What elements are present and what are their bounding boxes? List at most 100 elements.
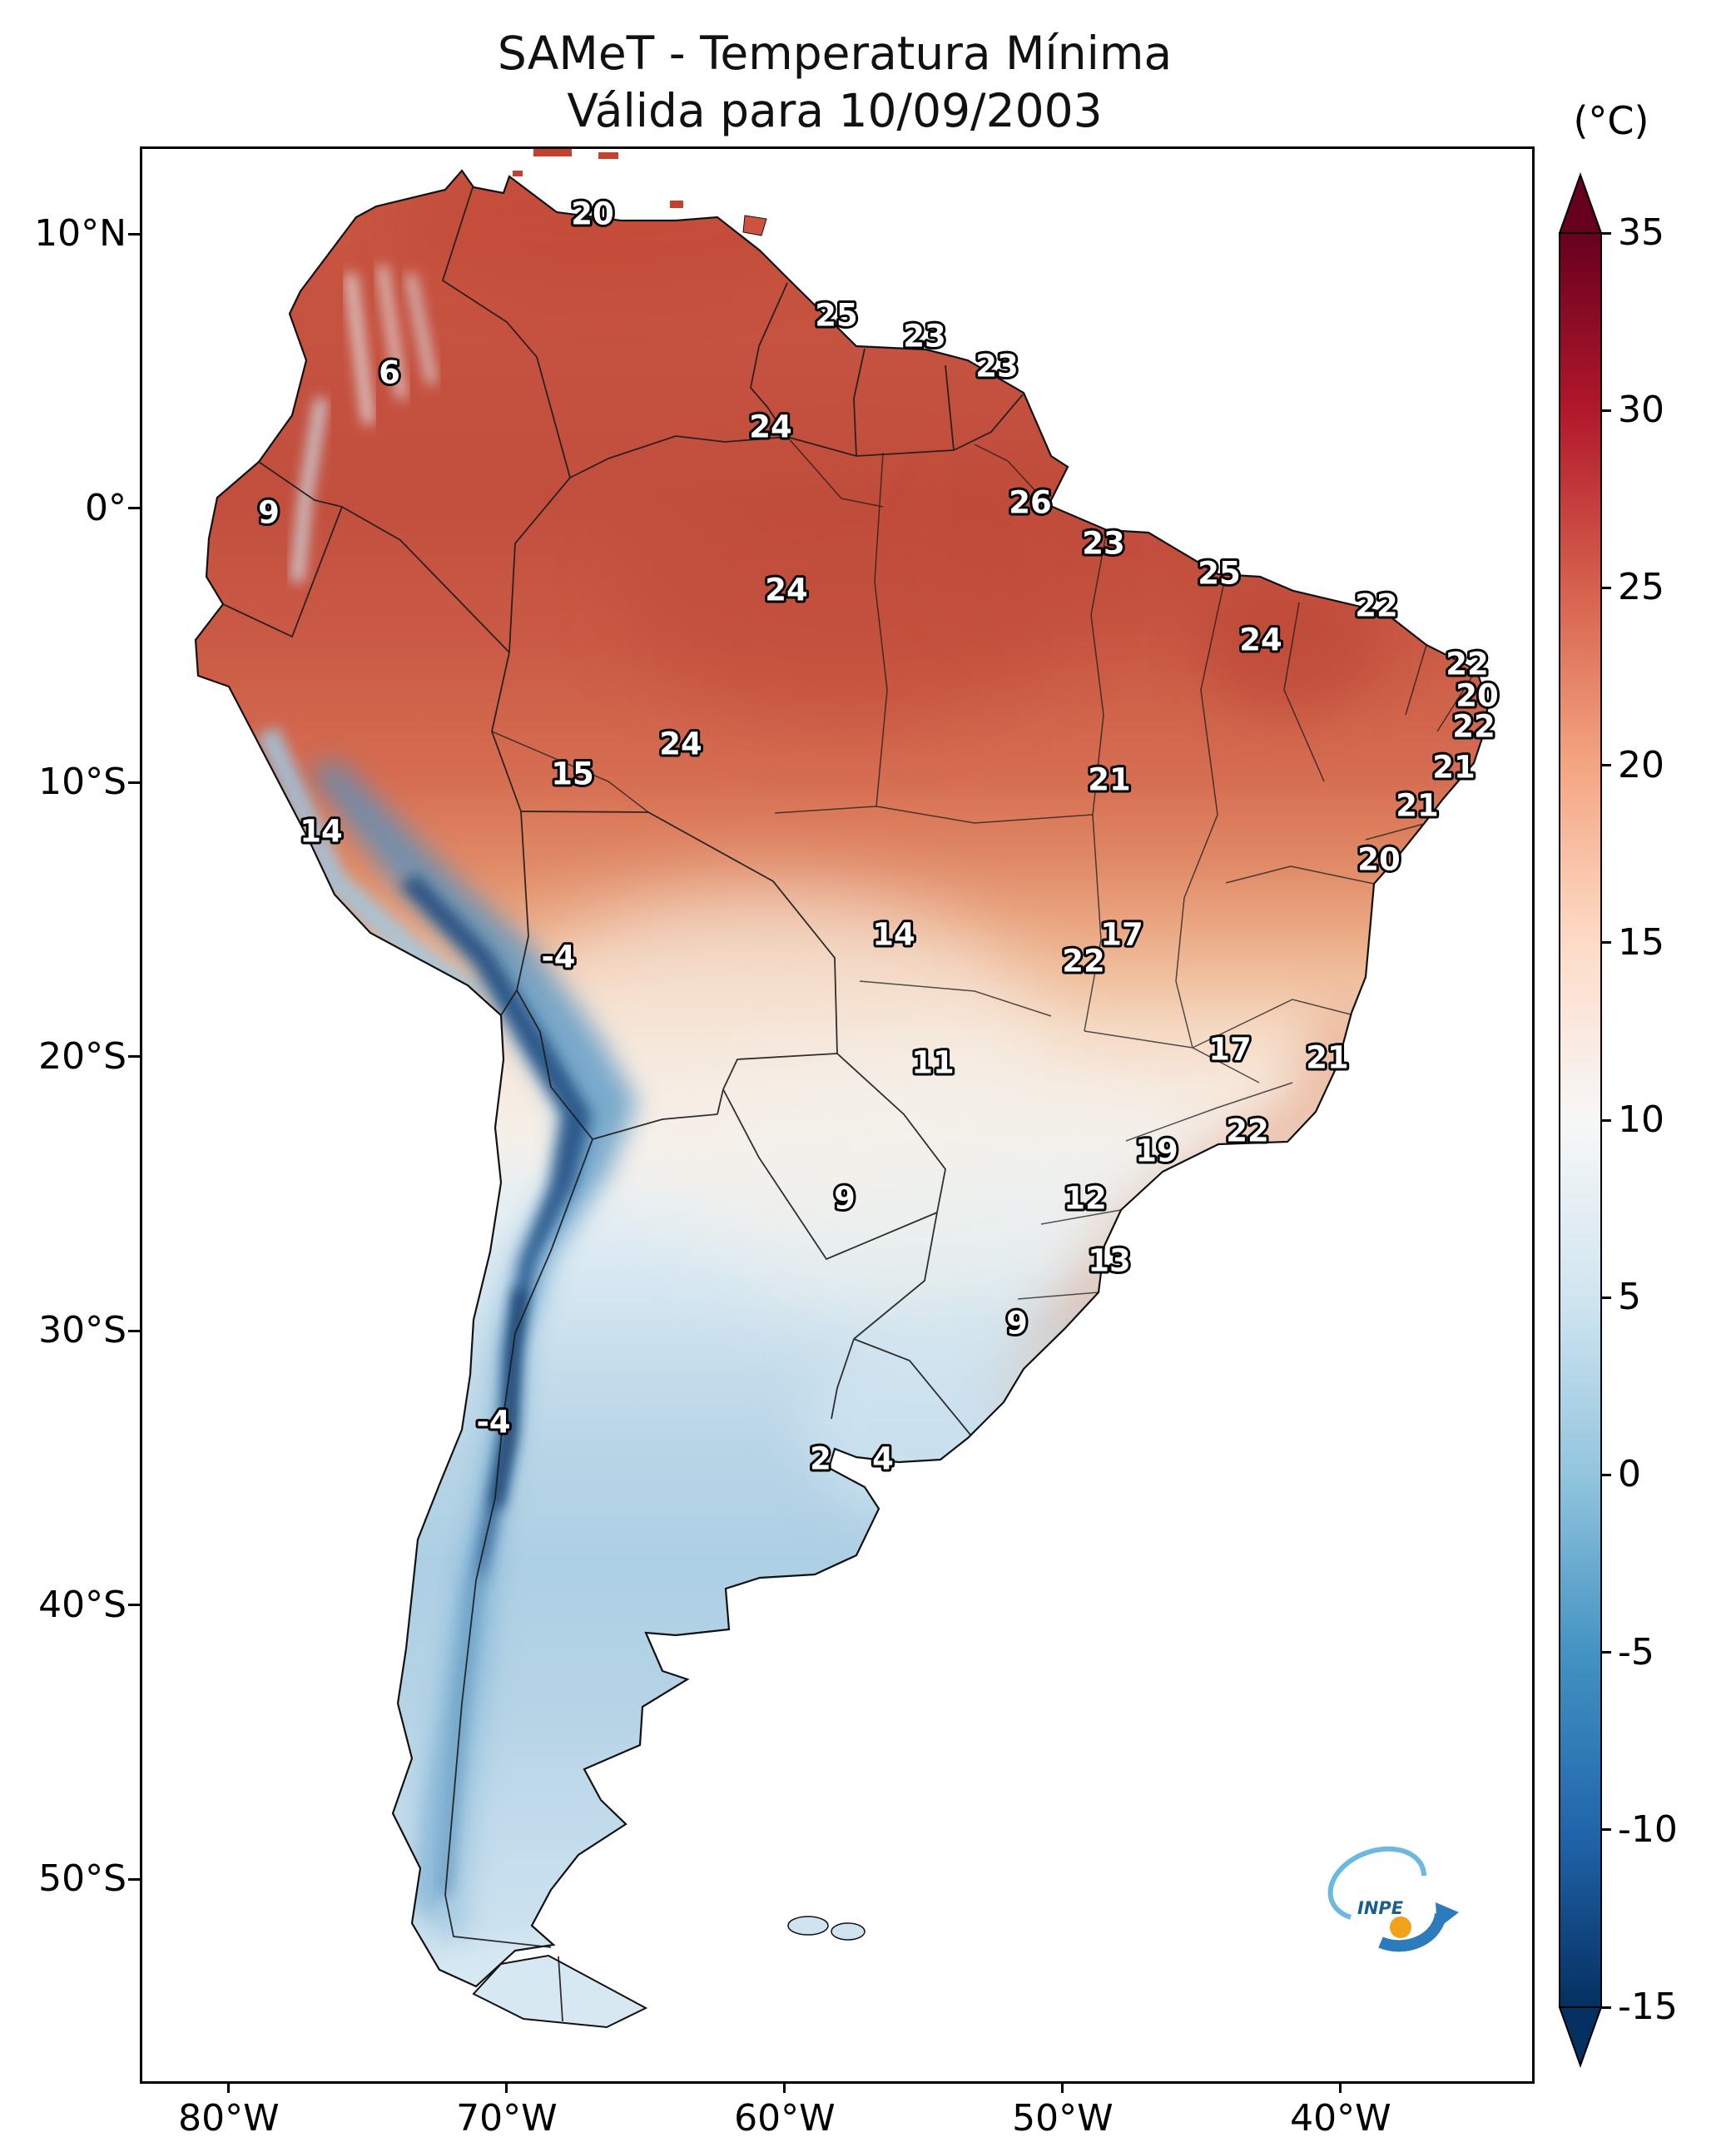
inpe-logo: INPE	[1327, 1846, 1459, 1952]
y-tick-label: 30°S	[38, 1309, 126, 1352]
x-tick-label: 40°W	[1290, 2097, 1391, 2140]
colorbar-tick-label: 35	[1618, 211, 1664, 254]
colorbar-tick-label: 15	[1618, 920, 1664, 964]
y-tick-mark	[128, 1055, 140, 1059]
temperature-label: 6	[379, 355, 400, 391]
colorbar-tick-mark	[1601, 1473, 1611, 1476]
figure-title: SAMeT - Temperatura Mínima Válida para 1…	[140, 25, 1530, 140]
y-tick-label: 0°	[85, 486, 126, 529]
temperature-label: 21	[1432, 750, 1476, 786]
temperature-label: 12	[1064, 1181, 1107, 1217]
y-tick-mark	[128, 232, 140, 236]
temperature-label: 11	[911, 1045, 955, 1081]
colorbar-tick-mark	[1601, 1651, 1611, 1654]
y-tick-label: 20°S	[38, 1034, 126, 1078]
x-tick-label: 60°W	[734, 2097, 836, 2140]
temperature-label: 19	[1135, 1133, 1178, 1169]
temperature-label: -4	[541, 940, 575, 975]
temperature-label: 23	[975, 349, 1019, 384]
colorbar-tick-label: 5	[1618, 1276, 1641, 1319]
temperature-label: 20	[1456, 678, 1499, 714]
x-tick-label: 50°W	[1012, 2097, 1114, 2140]
x-tick-label: 80°W	[178, 2097, 280, 2140]
temperature-label: 24	[749, 409, 792, 445]
x-tick-mark	[505, 2081, 508, 2093]
temperature-label: 22	[1446, 647, 1489, 682]
temperature-label: 23	[1082, 526, 1125, 562]
temperature-label: 25	[815, 298, 858, 334]
temperature-label: 9	[1006, 1306, 1028, 1341]
y-tick-mark	[128, 781, 140, 784]
y-tick-mark	[128, 1329, 140, 1332]
y-tick-label: 50°S	[38, 1857, 126, 1901]
inpe-logo-text: INPE	[1357, 1898, 1404, 1918]
temperature-label: 21	[1088, 762, 1131, 798]
colorbar-tick-label: 20	[1618, 743, 1664, 786]
colorbar-bar	[1559, 232, 1602, 2008]
colorbar-tick-label: 25	[1618, 566, 1664, 609]
y-tick-label: 10°N	[34, 212, 126, 255]
temperature-label: 17	[1208, 1032, 1252, 1068]
temperature-label: 24	[765, 573, 808, 608]
inpe-logo-orange-dot	[1390, 1916, 1411, 1938]
colorbar-tick-mark	[1601, 409, 1611, 412]
temperature-label: 13	[1088, 1243, 1131, 1279]
temperature-label: 20	[1357, 842, 1401, 878]
map-frame: 20 25 23 23 6 24 9 26 23 24 25 22 24 22 20 22 21 24 15 21 21…	[140, 146, 1535, 2084]
temperature-label: 9	[834, 1181, 856, 1217]
temperature-label: 4	[872, 1441, 894, 1477]
colorbar-tick-mark	[1601, 231, 1611, 235]
colorbar-extend-above	[1558, 172, 1603, 234]
temperature-label: 22	[1355, 588, 1398, 624]
coastline-tierra-del-fuego	[472, 1954, 648, 2029]
y-tick-label: 40°S	[38, 1583, 126, 1626]
colorbar-tick-mark	[1601, 1118, 1611, 1122]
colorbar-tick-mark	[1601, 586, 1611, 589]
temperature-label: 24	[1239, 622, 1282, 658]
temperature-label: 14	[872, 917, 915, 953]
temperature-label: 22	[1452, 709, 1495, 745]
title-line-2: Válida para 10/09/2003	[567, 84, 1103, 137]
x-tick-mark	[227, 2081, 231, 2093]
temperature-label: 14	[300, 814, 343, 850]
temperature-label: 24	[659, 726, 702, 762]
islands	[513, 149, 866, 1941]
y-tick-label: 10°S	[38, 761, 126, 804]
colorbar-tick-mark	[1601, 2006, 1611, 2009]
colorbar-unit-label: (°C)	[1573, 98, 1649, 143]
y-tick-mark	[128, 1877, 140, 1881]
temperature-label: 22	[1226, 1113, 1269, 1149]
colorbar-tick-mark	[1601, 1828, 1611, 1832]
colorbar	[1558, 172, 1603, 2068]
temperature-raster	[196, 171, 1488, 2027]
temperature-label: 20	[571, 196, 614, 232]
colorbar-tick-mark	[1601, 764, 1611, 767]
colorbar-tick-label: 0	[1618, 1453, 1641, 1496]
temperature-label: 26	[1009, 485, 1052, 521]
temperature-label: 2	[810, 1441, 831, 1477]
temperature-label: 25	[1198, 556, 1241, 592]
colorbar-tick-label: 10	[1618, 1098, 1664, 1141]
coastline-mainland	[194, 169, 1490, 1988]
y-tick-mark	[128, 507, 140, 510]
state-borders	[491, 436, 1477, 1300]
x-tick-mark	[1339, 2081, 1342, 2093]
y-tick-mark	[128, 1604, 140, 1607]
temperature-label: 21	[1396, 788, 1439, 824]
temperature-label: 17	[1100, 917, 1143, 953]
temperature-label: 21	[1306, 1040, 1349, 1076]
x-tick-mark	[783, 2081, 786, 2093]
temperature-label: 23	[903, 319, 946, 355]
colorbar-tick-label: -10	[1618, 1807, 1678, 1851]
temperature-label: 9	[258, 495, 280, 531]
title-line-1: SAMeT - Temperatura Mínima	[497, 27, 1173, 80]
temperature-label: 22	[1062, 944, 1105, 979]
colorbar-tick-label: 30	[1618, 389, 1664, 432]
colorbar-tick-mark	[1601, 941, 1611, 945]
colorbar-tick-mark	[1601, 1296, 1611, 1299]
country-borders	[222, 186, 1024, 2022]
x-tick-label: 70°W	[456, 2097, 558, 2140]
x-tick-mark	[1061, 2081, 1064, 2093]
